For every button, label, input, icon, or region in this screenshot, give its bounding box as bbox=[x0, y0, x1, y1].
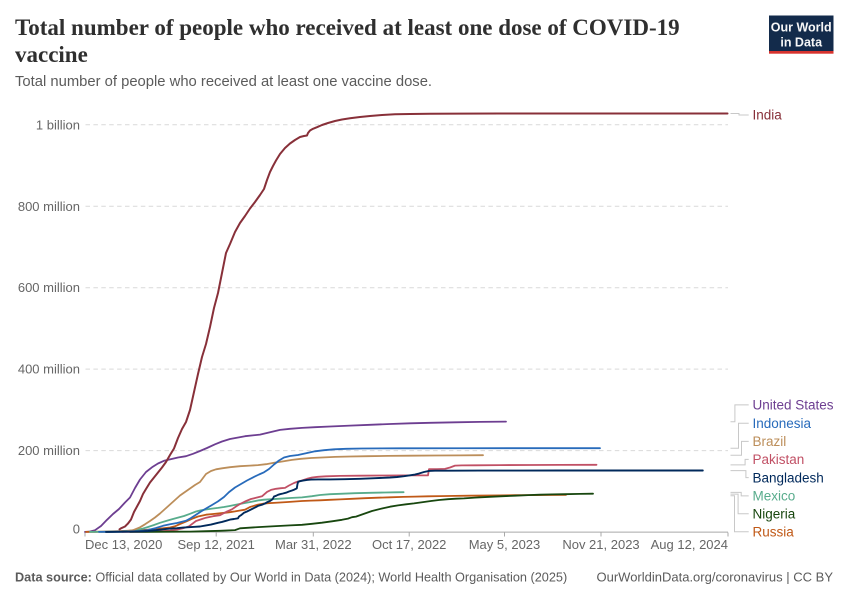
svg-text:Indonesia: Indonesia bbox=[753, 416, 812, 431]
svg-text:Nigeria: Nigeria bbox=[753, 507, 796, 522]
svg-text:Nov 21, 2023: Nov 21, 2023 bbox=[562, 537, 639, 552]
svg-text:Brazil: Brazil bbox=[753, 434, 787, 449]
svg-text:0: 0 bbox=[73, 522, 80, 537]
svg-text:May 5, 2023: May 5, 2023 bbox=[469, 537, 541, 552]
svg-text:United States: United States bbox=[753, 398, 834, 413]
svg-text:India: India bbox=[753, 108, 783, 123]
svg-text:vaccine: vaccine bbox=[15, 42, 88, 67]
svg-text:Oct 17, 2022: Oct 17, 2022 bbox=[372, 537, 446, 552]
svg-text:600 million: 600 million bbox=[18, 280, 80, 295]
svg-text:Data source: Official data col: Data source: Official data collated by O… bbox=[15, 570, 567, 584]
svg-text:Bangladesh: Bangladesh bbox=[753, 470, 824, 485]
svg-text:in Data: in Data bbox=[780, 36, 823, 50]
svg-text:Mexico: Mexico bbox=[753, 489, 796, 504]
svg-text:200 million: 200 million bbox=[18, 443, 80, 458]
svg-text:Our World: Our World bbox=[771, 21, 832, 35]
svg-text:400 million: 400 million bbox=[18, 362, 80, 377]
svg-text:OurWorldinData.org/coronavirus: OurWorldinData.org/coronavirus | CC BY bbox=[596, 569, 833, 584]
svg-text:Russia: Russia bbox=[753, 525, 795, 540]
svg-text:Mar 31, 2022: Mar 31, 2022 bbox=[275, 537, 352, 552]
svg-text:1 billion: 1 billion bbox=[36, 117, 80, 132]
svg-text:Pakistan: Pakistan bbox=[753, 452, 805, 467]
svg-text:Dec 13, 2020: Dec 13, 2020 bbox=[85, 537, 162, 552]
svg-text:Sep 12, 2021: Sep 12, 2021 bbox=[178, 537, 255, 552]
svg-text:800 million: 800 million bbox=[18, 199, 80, 214]
svg-text:Total number of people who rec: Total number of people who received at l… bbox=[15, 74, 432, 90]
svg-text:Total number of people who rec: Total number of people who received at l… bbox=[15, 15, 680, 40]
svg-text:Aug 12, 2024: Aug 12, 2024 bbox=[651, 537, 728, 552]
